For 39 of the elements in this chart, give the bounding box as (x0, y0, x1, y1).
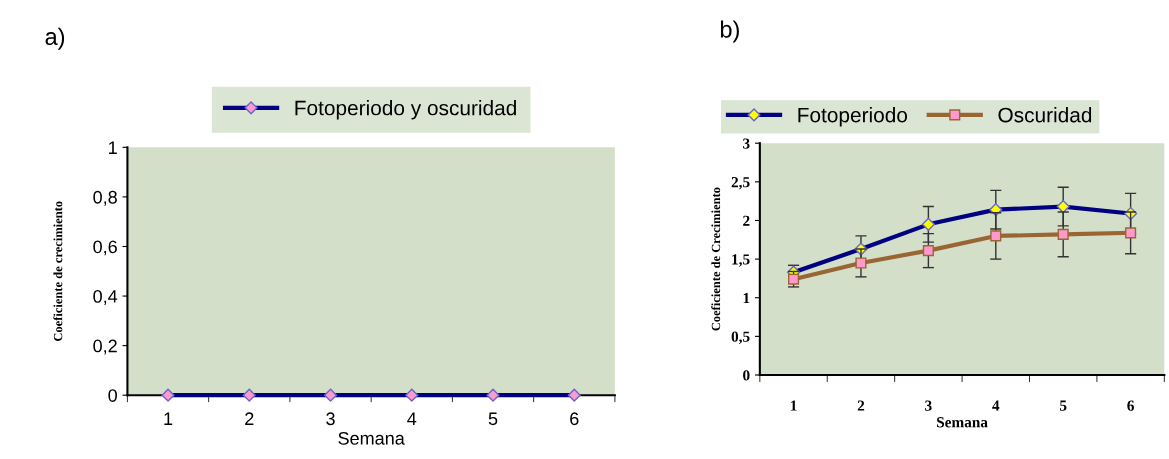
y-tick-label: 0,2 (93, 339, 117, 355)
y-axis-title: Coeficiente de Crecimiento (711, 187, 721, 331)
point (1125, 227, 1137, 239)
x-tick-label: 6 (1127, 400, 1134, 411)
point (1057, 228, 1069, 240)
chart-title: a) (45, 27, 65, 50)
x-tick-label: 5 (488, 412, 498, 426)
x-tick-label: 3 (326, 412, 335, 426)
legend-label: Fotoperiodo y oscuridad (295, 100, 516, 120)
x-tick-label: 6 (570, 412, 579, 426)
x-tick-label: 2 (245, 412, 254, 425)
y-tick-label: 0,5 (731, 331, 750, 345)
x-tick-label: 1 (790, 400, 797, 411)
y-tick-label: 0 (108, 389, 117, 402)
y-axis-title: Coeficiente de crecimiento (53, 201, 63, 341)
x-tick-label: 3 (925, 400, 932, 411)
y-tick-label: 1,5 (732, 254, 750, 267)
y-tick-label: 0 (743, 370, 750, 381)
y-tick-label: 0,6 (93, 240, 117, 256)
point (990, 230, 1002, 242)
point (855, 257, 867, 269)
y-tick-label: 2,5 (731, 177, 750, 190)
y-tick-label: 0,8 (93, 190, 117, 206)
x-tick-label: 2 (857, 400, 865, 411)
point (922, 245, 934, 257)
x-axis-title: Semana (338, 431, 405, 445)
legend-label: Oscuridad (998, 107, 1092, 123)
y-tick-label: 1 (743, 292, 750, 304)
y-tick-label: 3 (743, 138, 750, 149)
x-tick-label: 4 (407, 412, 417, 425)
x-tick-label: 1 (164, 412, 173, 425)
x-tick-label: 4 (992, 400, 1000, 411)
x-axis-title: Semana (937, 417, 988, 428)
y-tick-label: 1 (109, 141, 117, 154)
x-tick-label: 5 (1060, 400, 1067, 411)
legend-label: Fotoperiodo (798, 107, 908, 127)
y-tick-label: 2 (743, 215, 750, 226)
chart-title: b) (720, 20, 739, 43)
y-tick-label: 0,4 (93, 289, 118, 305)
